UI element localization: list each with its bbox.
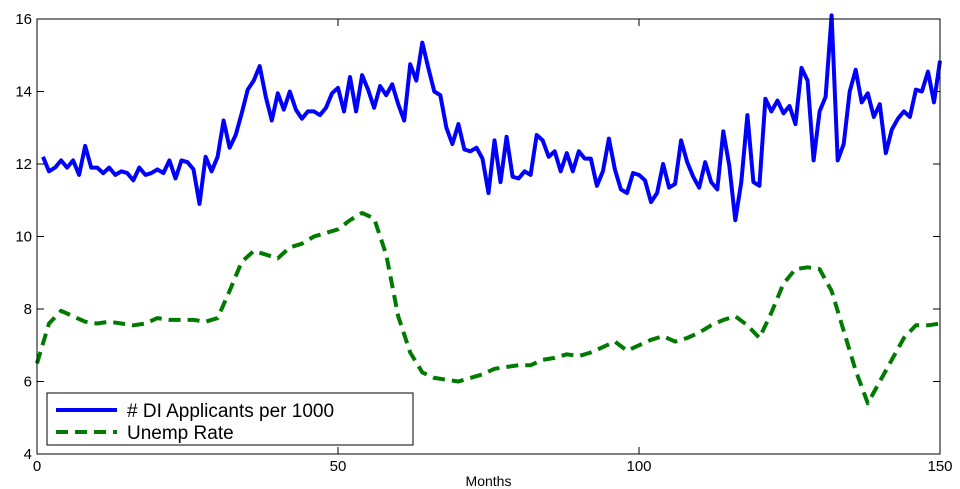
y-tick-label: 4: [24, 446, 32, 463]
y-tick-label: 16: [15, 11, 32, 28]
legend-label-applicants: # DI Applicants per 1000: [127, 401, 334, 422]
series-line-unemp-rate: [35, 210, 941, 406]
plot-background: [37, 19, 940, 454]
y-tick-label: 10: [15, 229, 32, 246]
legend: # DI Applicants per 1000 Unemp Rate: [46, 392, 414, 446]
legend-box: [46, 392, 414, 446]
x-tick-label: 50: [330, 458, 347, 475]
y-tick-label: 14: [15, 84, 32, 101]
legend-label-unemp: Unemp Rate: [127, 423, 234, 444]
series-line-applicants: [41, 13, 942, 223]
x-axis-label: Months: [466, 473, 512, 489]
y-tick-label: 12: [15, 156, 32, 173]
x-tick-label: 0: [33, 458, 41, 475]
x-tick-label: 100: [626, 458, 651, 475]
series-layer: [35, 13, 942, 406]
x-tick-label: 150: [927, 458, 952, 475]
tick-layer: 0 50 100 150 4 6 8 10 12 14 16: [15, 11, 952, 475]
y-tick-label: 8: [24, 301, 32, 318]
y-tick-label: 6: [24, 374, 32, 391]
